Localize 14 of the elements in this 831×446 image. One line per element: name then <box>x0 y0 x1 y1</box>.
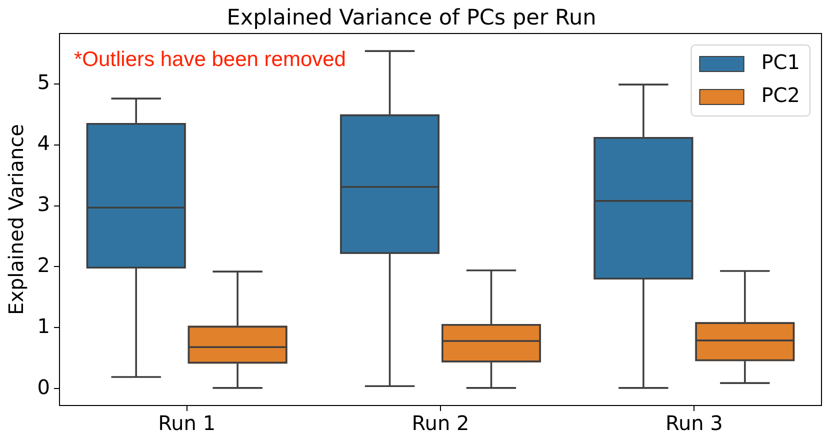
x-tick-label: Run 3 <box>665 411 723 436</box>
y-tick-label: 2 <box>37 252 50 277</box>
x-tick-label: Run 1 <box>158 411 216 436</box>
y-tick-label: 1 <box>37 314 50 338</box>
y-tick-label: 3 <box>37 192 50 216</box>
y-tick-label: 5 <box>37 70 50 94</box>
y-axis-title: Explained Variance <box>4 124 28 315</box>
legend-label: PC2 <box>761 83 800 108</box>
annotation: *Outliers have been removed <box>74 48 346 71</box>
legend-label: PC1 <box>761 50 800 74</box>
x-tick-label: Run 2 <box>412 411 470 436</box>
y-tick-label: 4 <box>37 131 50 156</box>
y-tick-label: 0 <box>37 374 50 399</box>
chart-title: Explained Variance of PCs per Run <box>226 5 596 30</box>
